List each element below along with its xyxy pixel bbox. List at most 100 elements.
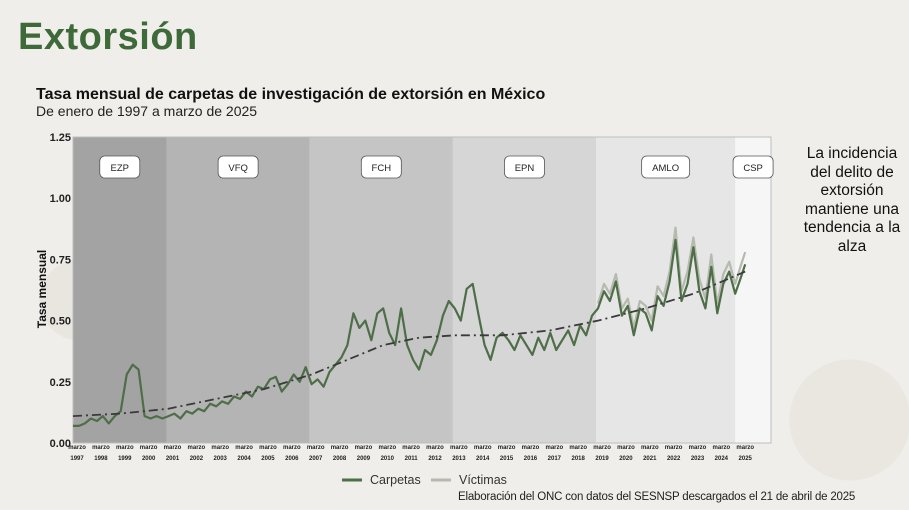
x-tick-year-label: 2025 bbox=[739, 456, 753, 462]
x-tick-month-label: marzo bbox=[235, 445, 253, 451]
period-bands bbox=[73, 137, 771, 443]
x-tick-year-label: 2003 bbox=[214, 456, 228, 462]
y-tick-label: 0.75 bbox=[50, 254, 71, 266]
period-label-epn: EPN bbox=[515, 163, 535, 174]
x-tick-month-label: marzo bbox=[402, 445, 420, 451]
x-tick-month-label: marzo bbox=[450, 445, 468, 451]
period-badge-fch bbox=[360, 155, 402, 179]
x-tick-year-label: 2013 bbox=[452, 456, 466, 462]
y-tick-label: 0.25 bbox=[50, 377, 71, 389]
x-tick-month-label: marzo bbox=[211, 445, 229, 451]
period-band-ezp bbox=[73, 137, 167, 443]
chart-subtitle: De enero de 1997 a marzo de 2025 bbox=[36, 103, 258, 119]
x-tick-month-label: marzo bbox=[593, 445, 611, 451]
period-label-ezp: EZP bbox=[111, 163, 129, 174]
period-badge-vfq bbox=[217, 155, 259, 179]
x-tick-month-label: marzo bbox=[116, 445, 134, 451]
x-tick-month-label: marzo bbox=[307, 445, 325, 451]
x-tick-year-label: 2000 bbox=[142, 456, 156, 462]
x-tick-year-label: 2016 bbox=[524, 456, 538, 462]
x-tick-year-label: 2020 bbox=[619, 456, 633, 462]
chart-title: Tasa mensual de carpetas de investigació… bbox=[36, 86, 546, 103]
y-tick-label: 0.00 bbox=[50, 438, 71, 450]
x-tick-year-label: 2011 bbox=[405, 456, 419, 462]
side-note: La incidencia del delito de extorsión ma… bbox=[803, 145, 901, 255]
x-tick-month-label: marzo bbox=[713, 445, 731, 451]
x-tick-month-label: marzo bbox=[140, 445, 158, 451]
x-tick-month-label: marzo bbox=[331, 445, 349, 451]
x-tick-year-label: 2015 bbox=[500, 456, 514, 462]
x-tick-month-label: marzo bbox=[617, 445, 635, 451]
series-line-carpetas bbox=[73, 238, 747, 427]
x-tick-month-label: marzo bbox=[474, 445, 492, 451]
period-band-fch bbox=[309, 137, 453, 443]
x-tick-year-label: 2005 bbox=[261, 456, 275, 462]
x-tick-year-label: 1999 bbox=[118, 456, 132, 462]
period-badge-epn bbox=[504, 155, 545, 179]
plot-frame bbox=[72, 136, 772, 444]
y-tick-label: 0.50 bbox=[50, 316, 71, 328]
x-tick-year-label: 2004 bbox=[237, 456, 251, 462]
x-tick-year-label: 2021 bbox=[643, 456, 657, 462]
period-badge-amlo bbox=[641, 155, 691, 179]
x-tick-month-label: marzo bbox=[689, 445, 707, 451]
x-tick-month-label: marzo bbox=[188, 445, 206, 451]
x-tick-year-label: 2018 bbox=[572, 456, 586, 462]
x-tick-month-label: marzo bbox=[378, 445, 396, 451]
period-badge-csp bbox=[732, 155, 774, 179]
series-line-tendencia bbox=[72, 270, 746, 417]
x-tick-year-label: 2008 bbox=[333, 456, 347, 462]
period-band-csp bbox=[735, 137, 771, 443]
x-tick-month-label: marzo bbox=[283, 445, 301, 451]
y-tick-label: 1.25 bbox=[50, 132, 71, 144]
period-label-csp: CSP bbox=[743, 163, 763, 174]
x-tick-month-label: marzo bbox=[736, 445, 754, 451]
x-tick-year-label: 2010 bbox=[381, 456, 395, 462]
x-tick-year-label: 2024 bbox=[715, 456, 729, 462]
x-tick-year-label: 2001 bbox=[166, 456, 180, 462]
x-tick-month-label: marzo bbox=[569, 445, 587, 451]
source-note: Elaboración del ONC con datos del SESNSP… bbox=[458, 491, 856, 503]
x-axis: marzo 1997 marzo 1998 marzo 1999 marzo 2000 marz… bbox=[68, 445, 754, 462]
x-tick-year-label: 1997 bbox=[70, 456, 84, 462]
period-label-vfq: VFQ bbox=[228, 163, 248, 174]
y-tick-label: 1.00 bbox=[50, 193, 71, 205]
period-band-vfq bbox=[166, 137, 310, 443]
series-line-victimas bbox=[596, 226, 747, 329]
x-tick-year-label: 2006 bbox=[285, 456, 299, 462]
x-tick-month-label: marzo bbox=[665, 445, 683, 451]
x-tick-month-label: marzo bbox=[545, 445, 563, 451]
x-tick-year-label: 2007 bbox=[309, 456, 323, 462]
x-tick-year-label: 1998 bbox=[94, 456, 108, 462]
legend-label-carpetas: Carpetas bbox=[370, 473, 421, 487]
period-labels: EZP VFQ FCH EPN AMLO CSP bbox=[99, 155, 774, 179]
period-label-amlo: AMLO bbox=[652, 163, 679, 174]
x-tick-month-label: marzo bbox=[259, 445, 277, 451]
x-tick-month-label: marzo bbox=[426, 445, 444, 451]
y-axis-label: Tasa mensual bbox=[35, 250, 49, 328]
page-title: Extorsión bbox=[18, 16, 198, 58]
x-tick-month-label: marzo bbox=[92, 445, 110, 451]
series-group bbox=[72, 226, 747, 427]
legend: Carpetas Víctimas bbox=[342, 473, 507, 487]
legend-label-victimas: Víctimas bbox=[459, 473, 507, 487]
x-tick-year-label: 2023 bbox=[691, 456, 705, 462]
period-label-fch: FCH bbox=[372, 163, 392, 174]
x-tick-month-label: marzo bbox=[498, 445, 516, 451]
x-tick-month-label: marzo bbox=[68, 445, 86, 451]
x-tick-month-label: marzo bbox=[164, 445, 182, 451]
x-tick-year-label: 2002 bbox=[190, 456, 204, 462]
x-tick-year-label: 2019 bbox=[595, 456, 609, 462]
period-band-epn bbox=[452, 137, 597, 443]
x-tick-year-label: 2017 bbox=[548, 456, 562, 462]
x-tick-year-label: 2014 bbox=[476, 456, 490, 462]
period-badge-ezp bbox=[99, 155, 141, 179]
x-tick-year-label: 2012 bbox=[428, 456, 442, 462]
x-tick-month-label: marzo bbox=[355, 445, 373, 451]
x-tick-month-label: marzo bbox=[641, 445, 659, 451]
x-tick-month-label: marzo bbox=[522, 445, 540, 451]
y-axis: 0.00 0.25 0.50 0.75 1.00 1.25 bbox=[50, 132, 71, 450]
x-tick-year-label: 2009 bbox=[357, 456, 371, 462]
x-tick-year-label: 2022 bbox=[667, 456, 681, 462]
